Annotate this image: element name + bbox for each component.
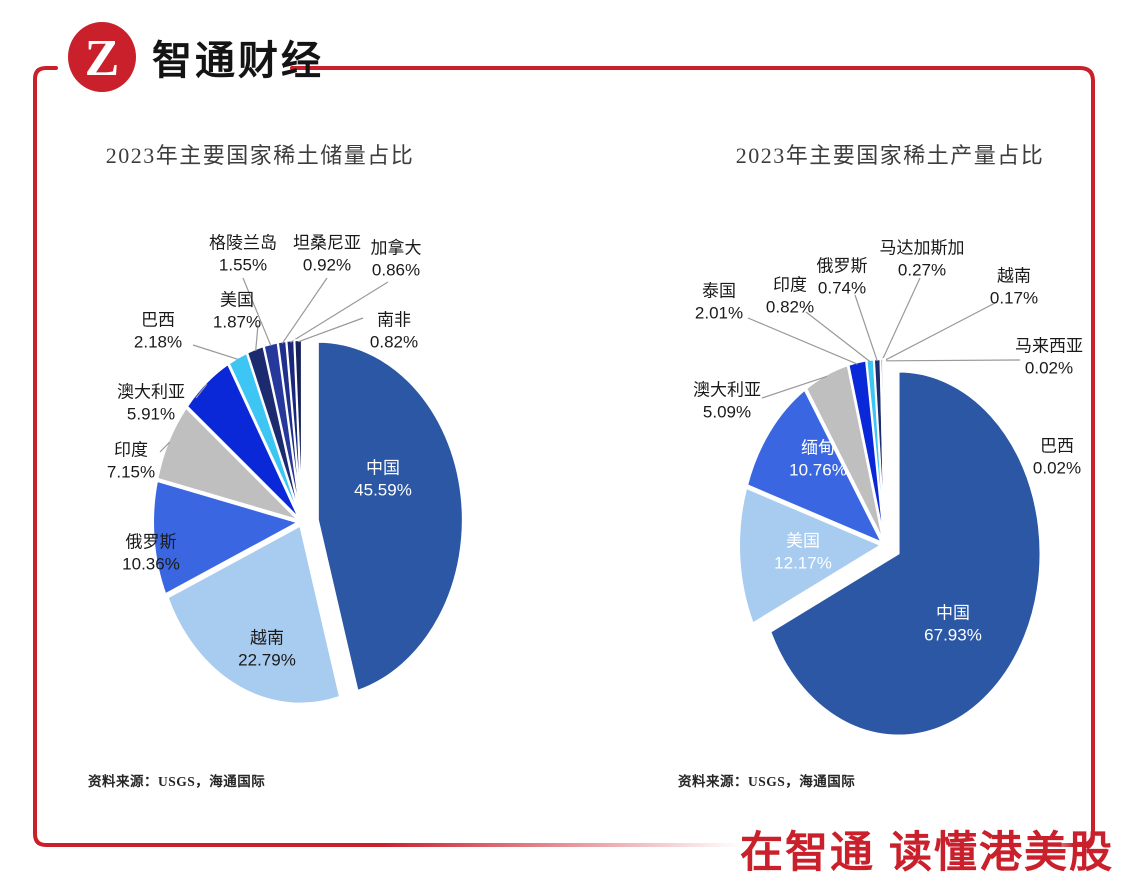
pie-slice-1-0 xyxy=(769,370,1042,737)
pie-leader-line-0-8 xyxy=(281,277,328,344)
pie-label-0-10: 南非 0.82% xyxy=(369,310,419,352)
pie-label-1-5: 印度 0.82% xyxy=(765,275,815,317)
pie-label-0-0: 中国 45.59% xyxy=(354,458,412,500)
pie-label-1-9: 马来西亚 0.02% xyxy=(1015,336,1083,378)
pie-leader-line-1-9 xyxy=(884,359,1021,362)
pie-label-0-2: 俄罗斯 10.36% xyxy=(122,532,180,574)
pie-label-1-8: 越南 0.17% xyxy=(989,266,1039,308)
brand-slogan: 在智通 读懂港美股 xyxy=(740,829,1114,877)
production-pie-chart: 2023年主要国家稀土产量占比 资料来源：USGS，海通国际 中国 67.93% 美… xyxy=(580,110,1120,810)
brand-logo-icon: Z xyxy=(68,22,136,92)
pie-label-0-4: 澳大利亚 5.91% xyxy=(117,382,185,424)
pie-leader-line-0-5 xyxy=(192,344,239,361)
brand-name: 智通财经 xyxy=(152,39,324,83)
production-pie-svg xyxy=(738,277,1042,737)
pie-leader-line-0-10 xyxy=(297,317,364,343)
pie-leader-line-1-8 xyxy=(883,302,996,362)
pie-label-1-3: 澳大利亚 5.09% xyxy=(693,380,761,422)
production-chart-title: 2023年主要国家稀土产量占比 xyxy=(735,143,1045,168)
pie-leader-line-0-6 xyxy=(255,324,259,351)
pie-label-1-6: 俄罗斯 0.74% xyxy=(816,256,868,298)
pie-label-0-6: 美国 1.87% xyxy=(212,290,262,332)
pie-label-1-2: 缅甸 10.76% xyxy=(789,438,847,480)
pie-leader-line-0-9 xyxy=(290,281,389,343)
pie-label-1-1: 美国 12.17% xyxy=(774,531,832,573)
pie-slice-1-2 xyxy=(746,388,883,544)
pie-slice-0-1 xyxy=(166,524,341,705)
production-source-note: 资料来源：USGS，海通国际 xyxy=(678,774,856,789)
pie-leader-line-1-5 xyxy=(805,311,871,363)
pie-leader-line-1-4 xyxy=(747,317,858,365)
pie-label-0-9: 加拿大 0.86% xyxy=(370,238,422,280)
pie-label-1-7: 马达加斯加 0.27% xyxy=(879,238,965,280)
pie-leader-line-0-7 xyxy=(242,277,272,347)
pie-leader-line-1-3 xyxy=(761,375,827,399)
pie-slice-0-4 xyxy=(186,363,301,520)
reserves-pie-svg xyxy=(152,277,464,705)
pie-label-1-0: 中国 67.93% xyxy=(924,603,982,645)
pie-leader-line-0-3 xyxy=(159,441,171,453)
pie-label-1-10: 巴西 0.02% xyxy=(1032,436,1082,478)
pie-leader-line-1-6 xyxy=(854,294,878,362)
pie-label-0-1: 越南 22.79% xyxy=(238,628,296,670)
pie-slice-0-0 xyxy=(316,340,464,693)
svg-text:Z: Z xyxy=(85,30,120,87)
pie-label-1-4: 泰国 2.01% xyxy=(694,281,744,323)
pie-label-0-5: 巴西 2.18% xyxy=(133,310,183,352)
brand-header: Z 智通财经 xyxy=(66,20,324,94)
reserves-chart-title: 2023年主要国家稀土储量占比 xyxy=(105,143,415,168)
pie-slice-0-3 xyxy=(156,406,300,522)
pie-label-0-8: 坦桑尼亚 0.92% xyxy=(293,233,361,275)
pie-label-0-7: 格陵兰岛 1.55% xyxy=(209,233,277,275)
pie-leader-line-1-7 xyxy=(881,277,921,362)
pie-slice-0-2 xyxy=(152,479,300,596)
reserves-pie-chart: 2023年主要国家稀土储量占比 资料来源：USGS，海通国际 中国 45.59% 越… xyxy=(40,110,580,810)
reserves-source-note: 资料来源：USGS，海通国际 xyxy=(88,774,266,789)
pie-label-0-3: 印度 7.15% xyxy=(106,440,156,482)
pie-leader-line-0-4 xyxy=(195,383,208,399)
pie-slice-1-1 xyxy=(738,486,883,625)
